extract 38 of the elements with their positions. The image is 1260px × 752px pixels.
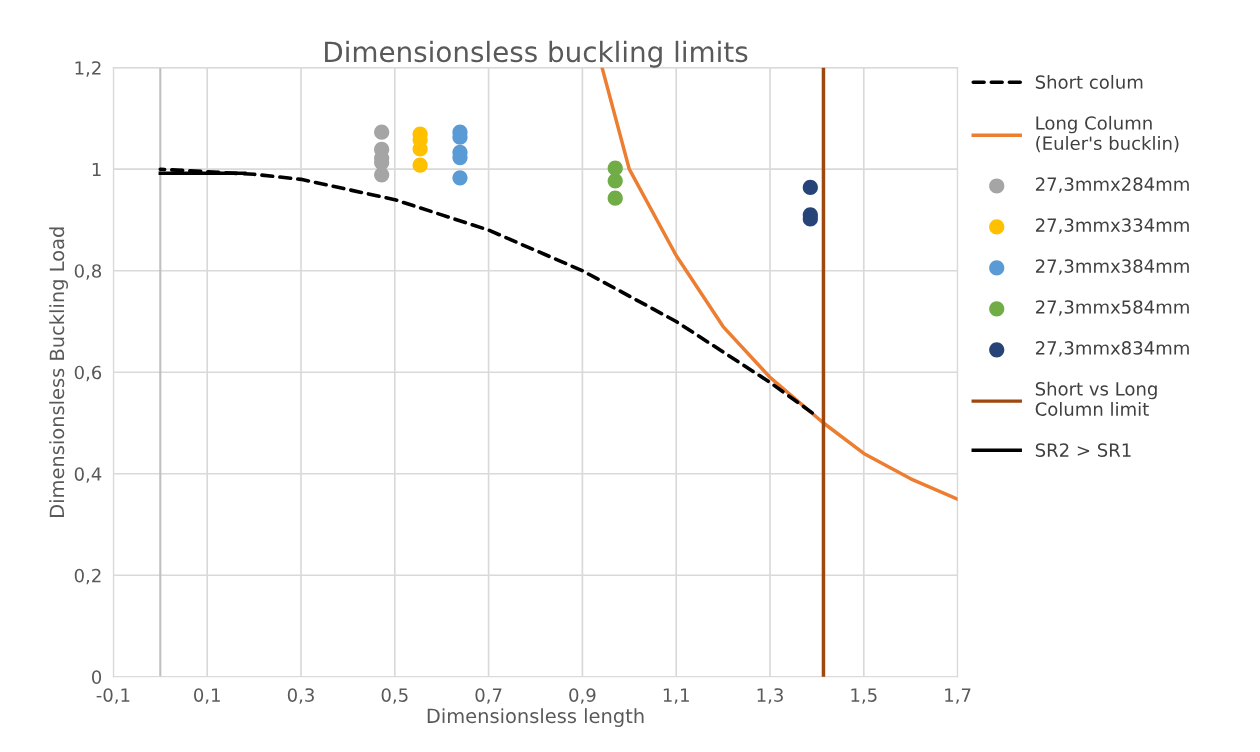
- y-tick-label: 1,2: [75, 61, 101, 77]
- point: [607, 173, 623, 189]
- point: [374, 124, 390, 140]
- point: [802, 179, 818, 196]
- x-tick-label: -0,1: [96, 688, 130, 704]
- chart-title: Dimensionsless buckling limits: [325, 40, 748, 68]
- y-tick-label: 0: [91, 670, 102, 684]
- x-tick-label: 1,7: [945, 688, 971, 704]
- point: [607, 190, 623, 206]
- y-tick-label: 0,4: [74, 467, 102, 483]
- y-tick-label: 0,8: [74, 264, 102, 280]
- x-axis-title: Dimensionsless length: [427, 708, 644, 727]
- legend-label: Short colum: [1035, 74, 1143, 89]
- legend-label: 27,3mmx584mm: [1035, 300, 1189, 316]
- legend-label: SR2 > SR1: [1035, 443, 1131, 457]
- legend-label: 27,3mmx384mm: [1035, 259, 1189, 275]
- legend-label: 27,3mmx334mm: [1035, 218, 1189, 234]
- point: [374, 167, 390, 183]
- x-tick-label: 0,9: [569, 688, 596, 704]
- point: [607, 160, 623, 176]
- x-tick-label: 0,5: [381, 688, 408, 704]
- x-tick-label: 0,7: [475, 688, 502, 704]
- line-series: [600, 67, 958, 501]
- point: [412, 157, 428, 173]
- x-tick-label: 1,5: [851, 688, 877, 704]
- legend-label: 27,3mmx834mm: [1035, 341, 1189, 357]
- y-tick-label: 0,6: [74, 365, 102, 382]
- legend-label: Short vs Long Column limit: [1035, 381, 1157, 416]
- x-tick-label: 0,3: [287, 688, 314, 704]
- x-tick-label: 1,1: [663, 688, 689, 704]
- x-tick-label: 0,1: [194, 688, 220, 704]
- legend-label: 27,3mmx284mm: [1035, 177, 1189, 193]
- y-tick-label: 0,2: [74, 568, 101, 585]
- y-axis-title: Dimensionsless Buckling Load: [49, 227, 69, 517]
- legend-label: Long Column (Euler's bucklin): [1036, 115, 1179, 153]
- point: [452, 170, 468, 186]
- y-tick-label: 1: [92, 162, 101, 177]
- x-tick-label: 1,3: [757, 688, 783, 704]
